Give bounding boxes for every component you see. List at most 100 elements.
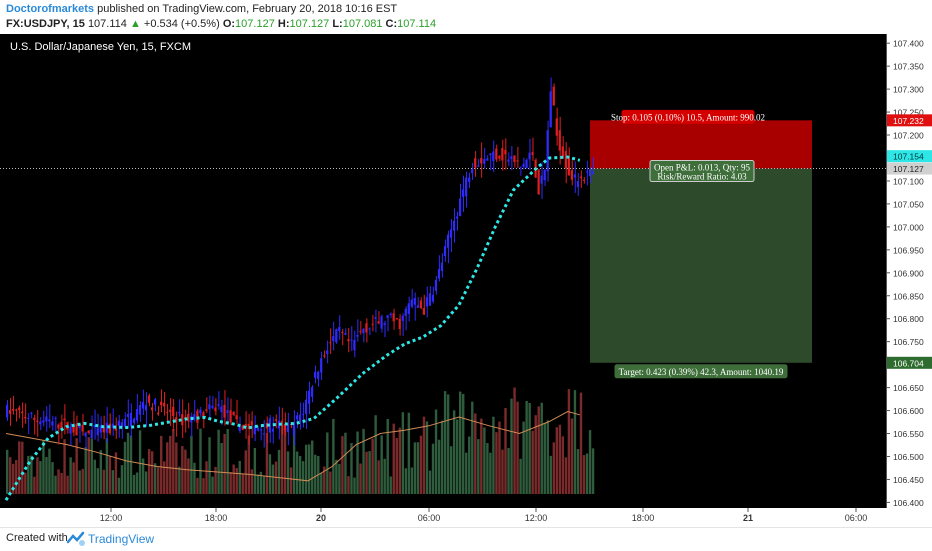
- volume-bar: [223, 433, 226, 494]
- candle-body: [78, 425, 81, 429]
- candle-body: [585, 171, 589, 173]
- candle-body: [338, 327, 341, 332]
- candle-body: [591, 172, 595, 174]
- y-tick-label: 107.300: [893, 85, 924, 95]
- volume-bar: [501, 449, 504, 494]
- candle-body: [498, 155, 501, 159]
- volume-bar: [259, 471, 263, 494]
- volume-bar: [359, 463, 362, 494]
- y-tick-label: 106.950: [893, 245, 924, 255]
- position-labels: Stop: 0.105 (0.10%) 10.5, Amount: 990.02…: [611, 109, 788, 379]
- y-tick-label: 106.900: [893, 268, 924, 278]
- volume-bar: [51, 462, 54, 494]
- candle-body: [501, 148, 504, 161]
- volume-bar: [181, 446, 184, 494]
- candle-body: [492, 151, 495, 162]
- candle-body: [377, 321, 380, 324]
- volume-bar: [268, 454, 272, 494]
- volume-bar: [205, 461, 208, 494]
- time-axis[interactable]: [0, 508, 886, 527]
- volume-bar: [543, 422, 546, 494]
- author-link[interactable]: Doctorofmarkets: [6, 3, 95, 15]
- volume-bar: [111, 470, 115, 494]
- candle-body: [274, 419, 277, 421]
- volume-bar: [66, 475, 69, 494]
- volume-bar: [163, 461, 166, 494]
- candle-body: [504, 149, 507, 155]
- y-tick-label: 106.850: [893, 291, 924, 301]
- volume-bar: [150, 451, 154, 494]
- candle-body: [69, 426, 72, 434]
- volume-bar: [166, 442, 169, 494]
- candle-body: [431, 294, 435, 302]
- target-label-text: Target: 0.423 (0.39%) 42.3, Amount: 1040…: [619, 367, 784, 377]
- volume-bar: [298, 456, 302, 494]
- candle-body: [317, 371, 320, 379]
- candle-body: [42, 420, 45, 423]
- candle-body: [84, 432, 87, 437]
- candle-body: [259, 429, 262, 431]
- volume-bar: [132, 474, 136, 494]
- candle-body: [111, 423, 114, 429]
- candle-body: [132, 418, 136, 424]
- volume-bar: [477, 439, 480, 494]
- candle-body: [546, 130, 549, 172]
- volume-bar: [531, 430, 534, 494]
- candle-body: [320, 358, 323, 373]
- candle-body: [558, 130, 561, 151]
- volume-bar: [314, 454, 317, 494]
- candle-body: [410, 299, 413, 307]
- volume-bar: [549, 455, 552, 494]
- volume-bar: [232, 464, 235, 494]
- volume-bar: [271, 464, 275, 494]
- candle-body: [214, 407, 217, 412]
- candle-body: [283, 423, 287, 431]
- candle-body: [241, 425, 244, 430]
- price-chart[interactable]: Stop: 0.105 (0.10%) 10.5, Amount: 990.02…: [0, 34, 932, 527]
- volume-bar: [157, 467, 160, 494]
- candle-body: [153, 399, 157, 405]
- candle-body: [135, 409, 139, 421]
- tradingview-link[interactable]: TradingView: [88, 532, 155, 546]
- candle-body: [440, 262, 444, 272]
- candle-body: [18, 407, 21, 411]
- candle-body: [45, 416, 48, 422]
- volume-bar: [474, 413, 477, 494]
- volume-bar: [265, 433, 269, 494]
- volume-bar: [540, 402, 543, 494]
- candle-body: [452, 220, 456, 231]
- volume-bar: [401, 412, 405, 494]
- candle-body: [256, 428, 259, 431]
- candle-body: [202, 412, 205, 419]
- candle-body: [522, 163, 525, 167]
- volume-bar: [144, 471, 148, 494]
- volume-bar: [483, 427, 486, 494]
- entry-price-tag-bg: [887, 162, 932, 175]
- volume-bar: [320, 472, 323, 494]
- volume-bar: [15, 459, 18, 494]
- volume-bar: [495, 432, 498, 494]
- candle-body: [459, 198, 462, 217]
- x-tick-label: 12:00: [100, 513, 123, 523]
- volume-bar: [579, 392, 583, 494]
- chart-title: U.S. Dollar/Japanese Yen, 15, FXCM: [10, 41, 191, 53]
- candle-body: [552, 86, 555, 106]
- volume-bar: [459, 391, 462, 494]
- volume-bar: [486, 443, 489, 494]
- volume-bar: [525, 401, 528, 494]
- volume-bar: [567, 389, 571, 494]
- volume-bar: [443, 391, 447, 494]
- pnl-label-bg: [649, 160, 755, 183]
- y-tick-label: 107.200: [893, 131, 924, 141]
- candle-body: [57, 424, 60, 429]
- volume-bar: [193, 462, 196, 494]
- symbol-label: FX:USDJPY, 15: [6, 18, 85, 30]
- candle-body: [138, 405, 142, 415]
- candle-body: [443, 246, 447, 257]
- volume-bar: [84, 447, 87, 494]
- volume-bar: [365, 451, 368, 494]
- y-tick-label: 107.050: [893, 199, 924, 209]
- candle-body: [90, 429, 93, 439]
- candle-body: [208, 404, 211, 410]
- volume-bar: [247, 435, 250, 494]
